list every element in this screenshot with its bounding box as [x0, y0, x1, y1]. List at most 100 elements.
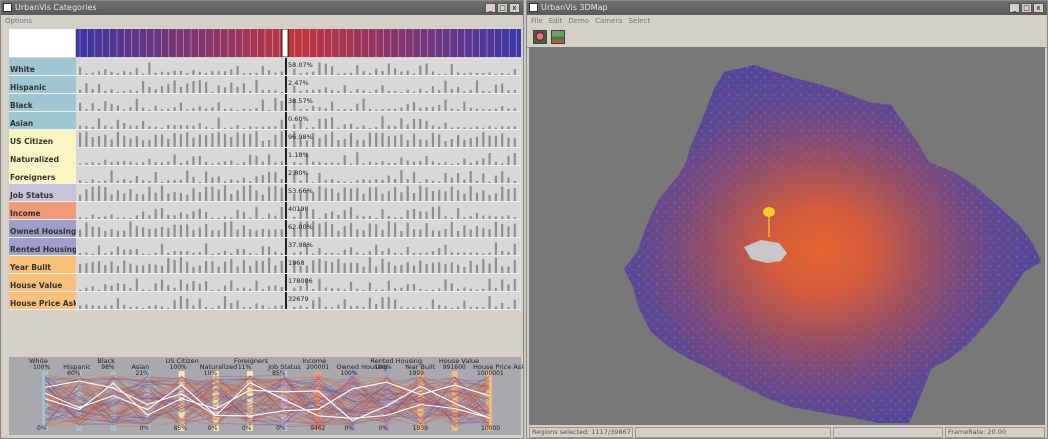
value-marker[interactable]	[285, 220, 287, 237]
histogram-bar	[482, 173, 484, 183]
histogram-bar	[331, 307, 333, 309]
menu-file[interactable]: File	[531, 15, 543, 27]
histogram-bar	[142, 140, 144, 147]
histogram-bar	[489, 253, 491, 255]
maximize-button[interactable]: □	[1021, 3, 1032, 13]
value-marker[interactable]	[285, 166, 287, 183]
category-row[interactable]: Naturalized 1.18%	[9, 148, 521, 166]
categories-titlebar[interactable]: UrbanVis Categories _ □ x	[1, 1, 523, 15]
category-row[interactable]: Hispanic 2.47%	[9, 76, 521, 94]
value-marker[interactable]	[285, 58, 287, 75]
histogram-bar	[476, 73, 478, 75]
category-row[interactable]: White 58.07%	[9, 58, 521, 76]
close-button[interactable]: x	[1033, 3, 1044, 13]
histogram-bar	[375, 267, 377, 273]
histogram-bar	[318, 218, 320, 219]
menu-options[interactable]: Options	[5, 15, 32, 27]
histogram-bar	[148, 181, 150, 183]
value-marker[interactable]	[285, 112, 287, 129]
histogram-bar	[129, 181, 131, 183]
histogram-bar	[243, 83, 245, 93]
menu-camera[interactable]: Camera	[595, 15, 622, 27]
parallel-coordinates-plot[interactable]: White 100% 0% Hispanic 60% Black 98% Asian 21% 0%…	[9, 357, 521, 435]
histogram-bar	[180, 87, 182, 93]
histogram-bar	[350, 164, 352, 165]
category-row[interactable]: House Value 178006	[9, 274, 521, 292]
category-row[interactable]: Foreigners 2.80%	[9, 166, 521, 184]
value-marker[interactable]	[285, 184, 287, 201]
histogram-bar	[218, 230, 220, 237]
histogram-bar	[230, 109, 232, 112]
value-marker[interactable]	[285, 148, 287, 165]
color-scale-bar[interactable]	[76, 29, 521, 57]
value-marker[interactable]	[285, 292, 287, 309]
histogram-bar	[218, 253, 220, 255]
minimize-button[interactable]: _	[485, 3, 496, 13]
category-value: 1968	[288, 259, 305, 267]
value-marker[interactable]	[285, 130, 287, 147]
histogram-bar	[186, 284, 188, 291]
histogram-bar	[438, 90, 440, 93]
value-marker[interactable]	[285, 256, 287, 273]
histogram-bar	[451, 187, 453, 201]
map-viewport[interactable]	[529, 47, 1045, 425]
histogram-bar	[476, 181, 478, 183]
histogram-bar	[117, 266, 119, 273]
map-titlebar[interactable]: UrbanVis 3DMap _ □ x	[527, 1, 1047, 15]
location-pin-icon[interactable]	[763, 207, 775, 217]
category-row[interactable]: House Price Asked 32679	[9, 292, 521, 310]
value-marker[interactable]	[285, 202, 287, 219]
value-marker[interactable]	[285, 94, 287, 111]
value-marker[interactable]	[285, 238, 287, 255]
value-marker[interactable]	[285, 76, 287, 93]
histogram-bar	[218, 306, 220, 309]
histogram-bar	[268, 258, 270, 273]
category-row[interactable]: Income 40198	[9, 202, 521, 220]
histogram-bar	[142, 266, 144, 274]
flower-icon[interactable]	[533, 30, 547, 44]
value-marker[interactable]	[285, 274, 287, 291]
category-row[interactable]: Job Status 53.66%	[9, 184, 521, 202]
status-cell-empty	[833, 427, 943, 438]
histogram-bar	[111, 286, 113, 291]
category-row[interactable]: Owned Housing 62.00%	[9, 220, 521, 238]
menu-select[interactable]: Select	[629, 15, 651, 27]
histogram-bar	[463, 140, 465, 147]
histogram-bar	[419, 211, 421, 219]
histogram-bar	[300, 109, 302, 111]
category-row[interactable]: Rented Housing 37.98%	[9, 238, 521, 256]
histogram-bar	[381, 194, 383, 201]
histogram-bar	[369, 283, 371, 291]
minimize-button[interactable]: _	[1009, 3, 1020, 13]
landscape-icon[interactable]	[551, 30, 565, 44]
histogram-bar	[123, 231, 125, 237]
histogram-bar	[444, 123, 446, 129]
category-row[interactable]: Black 38.57%	[9, 94, 521, 112]
histogram-bar	[129, 90, 131, 93]
category-row[interactable]: US Citizen 96.98%	[9, 130, 521, 148]
histogram-bar	[218, 189, 220, 201]
category-row[interactable]: Year Built 1968	[9, 256, 521, 274]
histogram-bar	[205, 243, 207, 255]
color-slider-handle[interactable]	[282, 29, 288, 57]
histogram-bar	[507, 138, 509, 148]
close-button[interactable]: x	[509, 3, 520, 13]
histogram-bar	[337, 128, 339, 130]
histogram-bar	[192, 211, 194, 219]
histogram-bar	[161, 182, 163, 183]
histogram-bar	[476, 265, 478, 273]
histogram-bar	[318, 279, 320, 291]
histogram-bar	[312, 289, 314, 291]
histogram-bar	[186, 84, 188, 93]
histogram-bar	[92, 73, 94, 76]
histogram-bar	[331, 253, 333, 255]
histogram-bar	[381, 297, 383, 309]
histogram-bar	[79, 305, 81, 309]
category-row[interactable]: Asian 0.60%	[9, 112, 521, 130]
pcp-axis-max: 60%	[67, 370, 80, 377]
maximize-button[interactable]: □	[497, 3, 508, 13]
menu-demo[interactable]: Demo	[568, 15, 589, 27]
histogram-bar	[501, 251, 503, 255]
region-map[interactable]	[529, 47, 1045, 425]
menu-edit[interactable]: Edit	[549, 15, 563, 27]
